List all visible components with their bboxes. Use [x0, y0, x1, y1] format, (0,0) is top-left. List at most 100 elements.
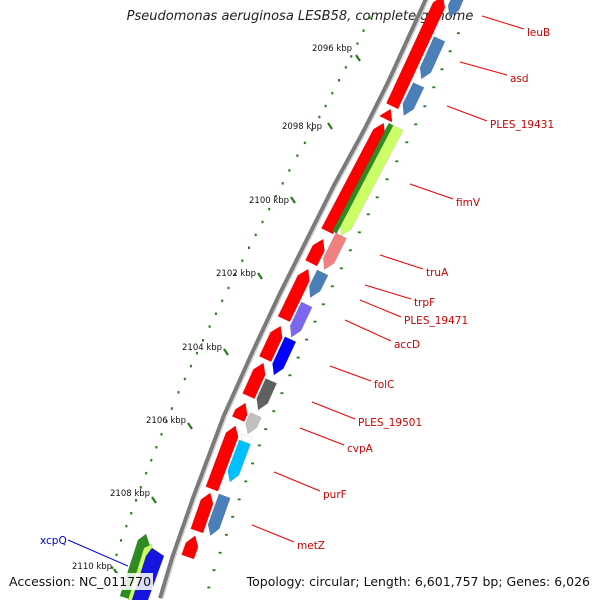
- inner-tick: [237, 498, 241, 501]
- kbp-minor-tick: [130, 512, 133, 515]
- gene-ples-19501-arrow: [245, 412, 262, 435]
- label-leader-line: [481, 15, 525, 30]
- kbp-tick-label: 2098 kbp: [282, 122, 322, 132]
- xcpq-region: [119, 533, 165, 600]
- inner-tick: [385, 178, 389, 181]
- kbp-minor-tick: [362, 29, 365, 32]
- kbp-major-tick: [187, 422, 193, 430]
- inner-tick: [375, 196, 379, 199]
- label-leader-line: [273, 471, 321, 492]
- inner-tick: [212, 569, 216, 572]
- gene-asd-arrow: [419, 36, 446, 80]
- kbp-minor-tick: [311, 128, 314, 132]
- inner-tick: [348, 249, 352, 252]
- gene-label-trpf: trpF: [414, 297, 435, 309]
- kbp-minor-tick: [234, 273, 237, 276]
- gene-label-accd: accD: [394, 339, 420, 351]
- label-leader-line: [67, 539, 129, 567]
- inner-tick: [440, 68, 444, 71]
- inner-tick: [339, 267, 343, 270]
- kbp-minor-tick: [318, 115, 321, 119]
- kbp-minor-tick: [268, 207, 271, 211]
- kbp-major-tick: [355, 54, 361, 62]
- forward-gene-arrow: [205, 425, 239, 492]
- gene-label-purf: purF: [323, 489, 347, 501]
- inner-tick: [288, 374, 292, 377]
- label-leader-line: [344, 319, 392, 342]
- kbp-minor-tick: [189, 364, 192, 368]
- forward-gene-arrow: [242, 362, 266, 400]
- inner-tick: [207, 586, 211, 589]
- kbp-minor-tick: [165, 420, 168, 423]
- kbp-minor-ticks: [111, 16, 460, 589]
- forward-gene-arrow: [379, 108, 393, 123]
- kbp-minor-tick: [227, 286, 230, 290]
- kbp-major-tick: [290, 196, 296, 204]
- kbp-tick-label: 2104 kbp: [182, 343, 222, 353]
- gene-folc-arrow: [256, 378, 278, 411]
- kbp-major-tick: [327, 122, 333, 130]
- kbp-minor-tick: [274, 195, 277, 198]
- kbp-minor-tick: [331, 91, 334, 95]
- kbp-minor-tick: [195, 351, 198, 355]
- kbp-minor-tick: [296, 154, 299, 157]
- gene-label-ples-19431: PLES_19431: [490, 119, 554, 131]
- gene-leub-arrow: [447, 0, 464, 18]
- label-leader-line: [251, 524, 295, 543]
- kbp-minor-tick: [350, 55, 353, 58]
- inner-tick: [218, 551, 222, 554]
- gene-trpf-arrow: [308, 269, 329, 299]
- inner-tick: [423, 105, 427, 108]
- kbp-tick-label: 2108 kbp: [110, 489, 150, 499]
- kbp-minor-tick: [170, 407, 173, 410]
- forward-gene-arrow: [231, 402, 248, 422]
- kbp-minor-tick: [208, 325, 211, 328]
- inner-tick: [257, 444, 261, 447]
- gene-label-leub: leuB: [527, 27, 550, 39]
- gene-accd-arrow: [272, 336, 297, 376]
- inner-tick: [251, 462, 255, 465]
- kbp-minor-tick: [139, 486, 142, 489]
- gene-metz-arrow: [207, 493, 231, 537]
- kbp-minor-tick: [288, 169, 291, 172]
- kbp-major-tick: [257, 272, 263, 280]
- inner-tick: [224, 533, 228, 536]
- forward-gene-arrow: [258, 325, 283, 363]
- kbp-minor-tick: [125, 524, 128, 528]
- gene-label-folc: folC: [374, 379, 394, 391]
- gene-label-xcpq: xcpQ: [40, 535, 67, 547]
- gene-trua-arrow: [322, 232, 348, 271]
- kbp-minor-tick: [368, 16, 371, 19]
- inner-tick: [414, 123, 418, 126]
- kbp-tick-label: 2106 kbp: [146, 416, 186, 426]
- map-title: Pseudomonas aeruginosa LESB58, complete …: [126, 9, 474, 24]
- kbp-minor-tick: [241, 259, 244, 262]
- kbp-major-tick: [223, 348, 229, 356]
- kbp-minor-tick: [202, 339, 204, 342]
- accession-text: Accession: NC_011770: [7, 573, 154, 590]
- label-leader-line: [329, 365, 372, 382]
- gene-label-ples-19471: PLES_19471: [404, 315, 468, 327]
- forward-gene-arrow: [320, 122, 386, 235]
- kbp-minor-tick: [120, 539, 123, 542]
- kbp-minor-tick: [145, 471, 148, 475]
- kbp-minor-tick: [324, 104, 327, 108]
- kbp-minor-tick: [254, 233, 257, 237]
- gene-purf-arrow: [227, 439, 251, 483]
- gene-label-metz: metZ: [297, 540, 325, 552]
- kbp-minor-tick: [221, 299, 224, 303]
- genome-backbone-highlight: [162, 0, 430, 599]
- kbp-tick-label: 2096 kbp: [312, 44, 352, 54]
- kbp-minor-tick: [150, 459, 153, 462]
- inner-tick: [244, 480, 248, 483]
- label-leader-line: [299, 427, 345, 446]
- kbp-minor-tick: [248, 246, 250, 249]
- inner-tick: [272, 410, 276, 413]
- kbp-minor-tick: [338, 79, 340, 82]
- inner-tick: [405, 141, 409, 144]
- kbp-minor-tick: [183, 377, 186, 381]
- inner-tick: [231, 515, 235, 518]
- label-leader-line: [446, 105, 488, 122]
- inner-tick: [330, 285, 334, 288]
- gene-label-ples-19501: PLES_19501: [358, 417, 422, 429]
